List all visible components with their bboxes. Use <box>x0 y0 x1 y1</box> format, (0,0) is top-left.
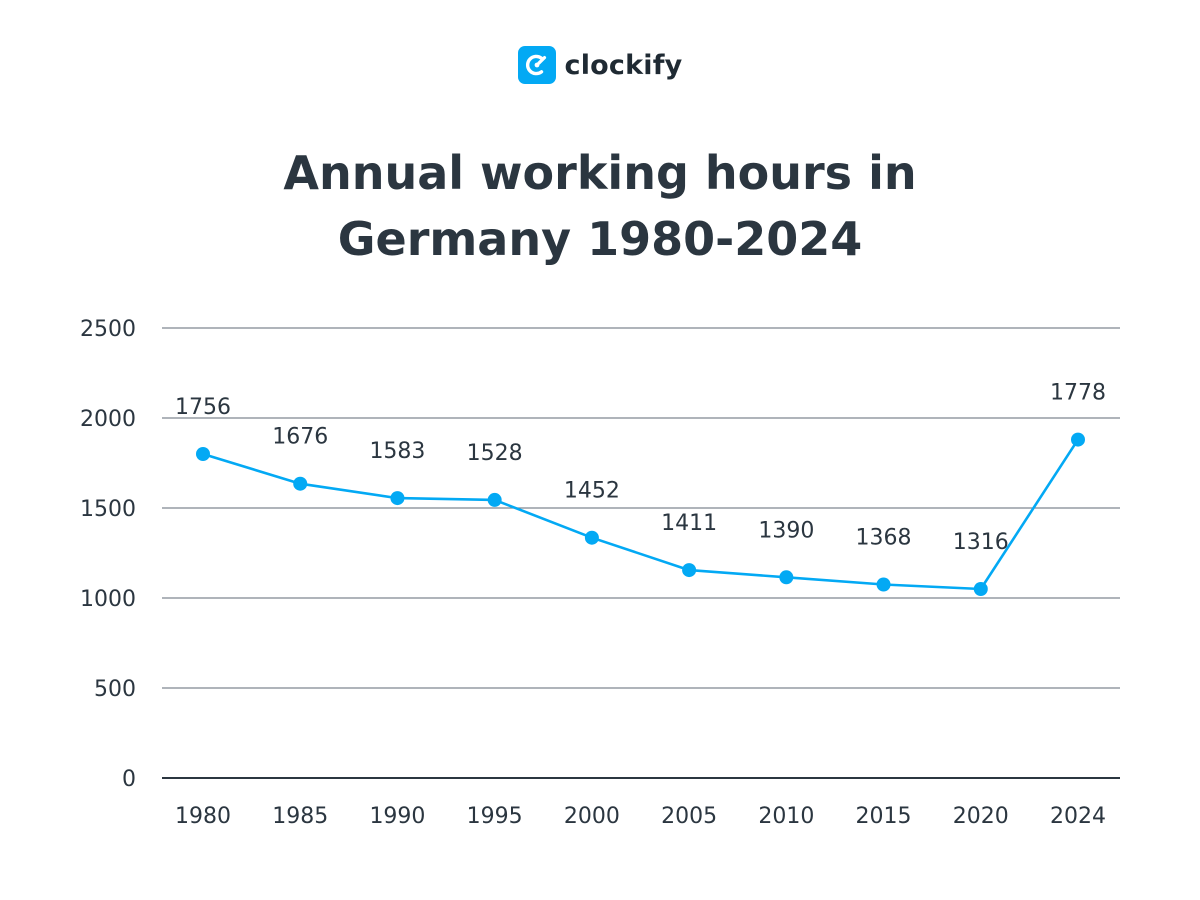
data-label: 1390 <box>758 518 814 543</box>
x-tick-label: 2020 <box>953 804 1009 829</box>
data-point <box>682 563 697 578</box>
series-polyline <box>202 438 1080 591</box>
data-labels: 1756 1676 1583 1528 1452 1411 1390 1368 1316 1778 <box>175 381 1106 555</box>
data-label: 1676 <box>272 425 328 450</box>
y-tick-label: 0 <box>122 767 136 792</box>
chart-title-line-2: Germany 1980-2024 <box>337 212 863 266</box>
data-points <box>196 432 1085 596</box>
data-point <box>196 447 210 461</box>
x-tick-label: 2024 <box>1050 804 1106 829</box>
data-label: 1452 <box>564 479 620 504</box>
x-tick-label: 1985 <box>272 804 328 829</box>
y-tick-label: 1500 <box>80 497 136 522</box>
x-axis-ticks: 1980 1985 1990 1995 2000 2005 2010 2015 2020 2024 <box>175 804 1106 829</box>
y-tick-label: 2000 <box>80 407 136 432</box>
data-label: 1528 <box>467 441 523 466</box>
y-tick-label: 2500 <box>80 317 136 342</box>
x-tick-label: 2005 <box>661 804 717 829</box>
clockify-logo-icon <box>517 46 556 84</box>
data-point <box>487 492 502 507</box>
x-tick-label: 2010 <box>758 804 814 829</box>
data-point <box>779 570 794 585</box>
data-point <box>876 577 891 592</box>
x-tick-label: 2015 <box>856 804 912 829</box>
chart-title: Annual working hours in Germany 1980-202… <box>0 140 1200 272</box>
data-point <box>973 582 988 596</box>
brand-header: clockify <box>0 46 1200 84</box>
data-label: 1583 <box>369 439 425 464</box>
data-label: 1368 <box>856 526 912 551</box>
x-tick-label: 2000 <box>564 804 620 829</box>
data-point <box>293 476 308 491</box>
x-tick-label: 1995 <box>467 804 523 829</box>
y-tick-label: 500 <box>94 677 136 702</box>
x-tick-label: 1990 <box>369 804 425 829</box>
chart-title-line-1: Annual working hours in <box>283 146 917 200</box>
x-tick-label: 1980 <box>175 804 231 829</box>
data-label: 1316 <box>953 530 1009 555</box>
y-tick-label: 1000 <box>80 587 136 612</box>
data-label: 1756 <box>175 395 231 420</box>
data-point <box>390 491 405 506</box>
data-point <box>1071 432 1085 447</box>
grid-lines <box>162 327 1120 779</box>
data-label: 1411 <box>661 511 717 536</box>
data-point <box>584 530 599 545</box>
y-axis-ticks: 0 500 1000 1500 2000 2500 <box>80 317 136 792</box>
series-line <box>202 438 1080 591</box>
data-label: 1778 <box>1050 381 1106 406</box>
brand-name: clockify <box>564 49 683 81</box>
